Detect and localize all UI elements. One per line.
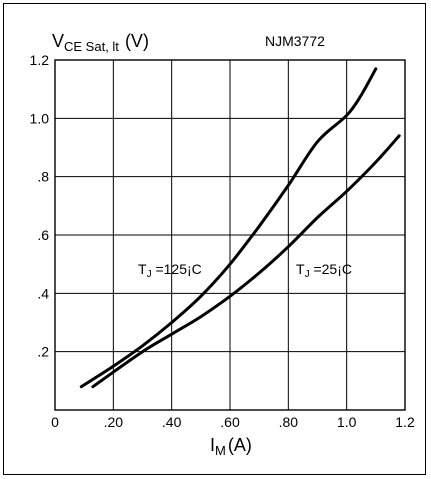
series-line-125c	[79, 67, 378, 389]
x-tick-label: .40	[162, 414, 182, 430]
series-line-25c	[91, 134, 401, 389]
series-label-25c: TJ =25¡C	[296, 261, 352, 280]
chart-frame	[3, 3, 426, 475]
y-axis-label: VCE Sat, lt (V)	[52, 31, 149, 54]
grid	[55, 60, 405, 410]
y-tick-label: .2	[37, 344, 49, 360]
series-lines	[79, 67, 401, 389]
x-axis-label: IM (A)	[210, 435, 252, 458]
tick-labels: 0 .20 .40 .60 .80 1.0 1.2 .2 .4 .6 .8 1.0 1.2	[30, 52, 415, 430]
y-tick-label: 1.2	[30, 52, 50, 68]
y-tick-label: 1.0	[30, 110, 50, 126]
x-tick-label: .80	[279, 414, 299, 430]
y-tick-label: .6	[37, 227, 49, 243]
series-label-125c: TJ =125¡C	[138, 261, 202, 280]
plot-border	[54, 59, 406, 411]
x-tick-label: .60	[220, 414, 240, 430]
x-tick-label: 0	[51, 414, 59, 430]
y-tick-label: .4	[37, 285, 49, 301]
chart-title: NJM3772	[265, 33, 325, 49]
y-tick-label: .8	[37, 169, 49, 185]
x-tick-label: 1.0	[337, 414, 357, 430]
x-tick-label: .20	[104, 414, 124, 430]
x-tick-label: 1.2	[395, 414, 415, 430]
